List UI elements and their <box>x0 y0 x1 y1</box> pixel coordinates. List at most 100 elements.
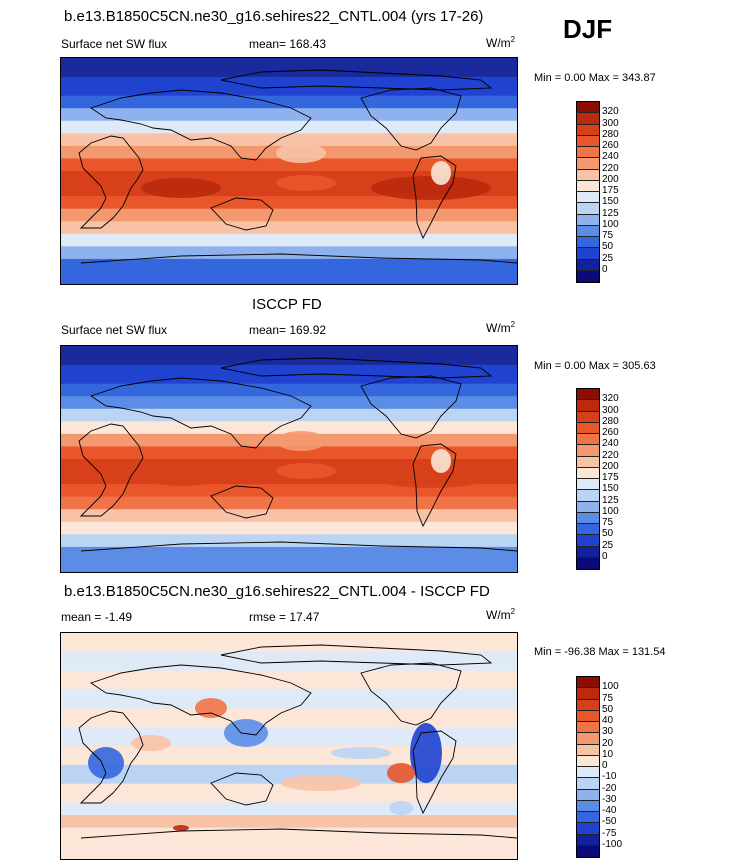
panel1-variable-label: Surface net SW flux <box>61 37 168 51</box>
colorbar-label: 25 <box>602 252 614 264</box>
panel1-minmax: Min = 0.00 Max = 343.87 <box>534 72 656 84</box>
panel1-title: b.e13.B1850C5CN.ne30_g16.sehires22_CNTL.… <box>64 8 484 25</box>
lat-band <box>61 815 517 829</box>
colorbar-label: 30 <box>602 726 614 738</box>
lat-band <box>61 534 517 548</box>
lat-band <box>61 421 517 435</box>
lat-band <box>61 233 517 247</box>
colorbar-label: 100 <box>602 218 619 230</box>
lat-band <box>61 496 517 510</box>
coastline <box>220 69 493 91</box>
colorbar-label: 0 <box>602 263 608 275</box>
colorbar-label: 125 <box>602 207 619 219</box>
colorbar-swatch <box>577 411 599 423</box>
colorbar-swatch <box>577 546 599 558</box>
colorbar-swatch <box>577 203 599 215</box>
colorbar-swatch <box>577 812 599 824</box>
colorbar-swatch <box>577 699 599 711</box>
field-anomaly <box>195 698 227 718</box>
lat-band <box>61 651 517 672</box>
lat-band <box>61 221 517 235</box>
lat-band <box>61 783 517 803</box>
colorbar-label: 175 <box>602 472 619 483</box>
lat-band <box>61 802 517 816</box>
coastline <box>360 662 462 726</box>
colorbar-label: 150 <box>602 483 619 495</box>
colorbar-swatch <box>577 434 599 446</box>
field-anomaly <box>88 747 124 779</box>
colorbar-swatch <box>577 512 599 524</box>
coastline <box>210 485 274 519</box>
panel1-colorbar <box>576 101 600 283</box>
panel1-map-field <box>61 58 517 284</box>
colorbar-swatch <box>577 490 599 502</box>
colorbar-label: 0 <box>602 760 608 771</box>
panel2-map <box>60 345 518 573</box>
coastline <box>78 423 144 517</box>
colorbar-swatch <box>577 102 599 114</box>
colorbar-swatch <box>577 755 599 767</box>
colorbar-label: 300 <box>602 404 619 416</box>
colorbar-swatch <box>577 456 599 468</box>
colorbar-swatch <box>577 214 599 226</box>
colorbar-label: 260 <box>602 427 619 438</box>
panel1-mean-label: mean= 168.43 <box>249 37 327 51</box>
lat-band <box>61 521 517 535</box>
colorbar-swatch <box>577 422 599 434</box>
coastline <box>412 443 457 528</box>
colorbar-swatch <box>577 147 599 159</box>
lat-band <box>61 208 517 222</box>
coastline <box>89 89 312 161</box>
colorbar-swatch <box>577 400 599 412</box>
lat-band <box>61 727 517 747</box>
colorbar-swatch <box>577 722 599 734</box>
lat-band <box>61 746 517 766</box>
colorbar-label: 280 <box>602 128 619 140</box>
lat-band <box>61 95 517 109</box>
lat-band <box>61 196 517 210</box>
lat-band <box>61 58 517 78</box>
lat-band <box>61 120 517 134</box>
colorbar-label: -40 <box>602 805 617 816</box>
colorbar-swatch <box>577 767 599 779</box>
panel3-map-field <box>61 633 517 859</box>
field-anomaly <box>276 431 326 451</box>
colorbar-label: 320 <box>602 106 619 118</box>
field-anomaly <box>224 719 268 747</box>
lat-band <box>61 670 517 690</box>
colorbar-label: 240 <box>602 151 619 163</box>
colorbar-label: 0 <box>602 550 608 562</box>
lat-band <box>61 708 517 728</box>
colorbar-label: -100 <box>602 838 623 850</box>
panel3-rmse-label: rmse = 17.47 <box>249 610 320 624</box>
panel1-units: W/m2 <box>486 35 516 50</box>
field-anomaly <box>281 775 361 791</box>
panel2-variable-label: Surface net SW flux <box>61 323 168 337</box>
colorbar-label: 150 <box>602 196 619 208</box>
colorbar-swatch <box>577 225 599 237</box>
coastline <box>78 710 144 804</box>
coastline <box>89 664 312 736</box>
coastline <box>360 87 462 151</box>
colorbar-swatch <box>577 270 599 282</box>
field-anomaly <box>389 801 413 815</box>
colorbar-swatch <box>577 688 599 700</box>
colorbar-swatch <box>577 710 599 722</box>
panel2-units: W/m2 <box>486 320 516 335</box>
lat-band <box>61 689 517 709</box>
colorbar-label: 100 <box>602 505 619 517</box>
colorbar-swatch <box>577 823 599 835</box>
colorbar-swatch <box>577 501 599 513</box>
colorbar-label: -50 <box>602 816 617 828</box>
lat-band <box>61 396 517 410</box>
colorbar-swatch <box>577 135 599 147</box>
lat-band <box>61 76 517 97</box>
colorbar-swatch <box>577 800 599 812</box>
colorbar-label: 50 <box>602 528 614 540</box>
colorbar-label: 75 <box>602 517 614 528</box>
colorbar-swatch <box>577 180 599 192</box>
lat-band <box>61 827 517 859</box>
colorbar-label: 10 <box>602 748 614 760</box>
coastline <box>210 772 274 806</box>
field-anomaly <box>141 466 221 486</box>
